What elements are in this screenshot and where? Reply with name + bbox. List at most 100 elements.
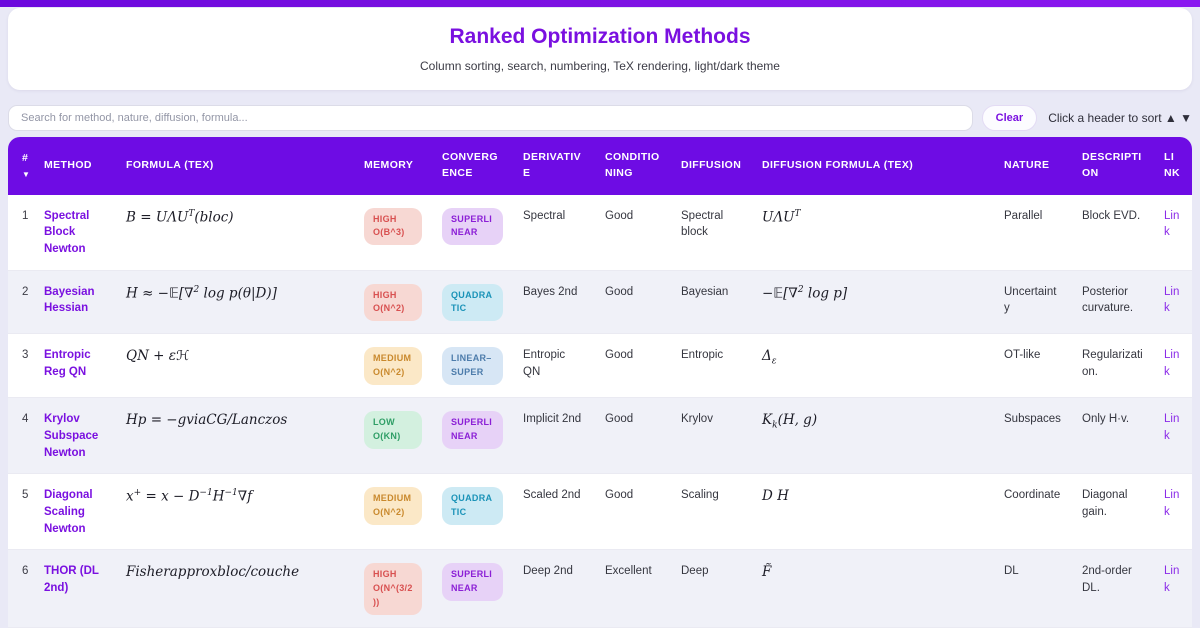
cell-description: Block EVD. <box>1072 194 1154 271</box>
cell-nature: OT-like <box>994 333 1072 399</box>
cell-memory: LOW O(KN) <box>354 397 432 475</box>
cell-memory: HIGH O(B^3) <box>354 194 432 271</box>
cell-formula: Hp = −gviaCG/Lanczos <box>116 397 354 475</box>
cell-conditioning: Good <box>595 194 671 271</box>
cell-method: Krylov Subspace Newton <box>34 397 116 475</box>
cell-link: Link <box>1154 397 1192 475</box>
memory-badge: HIGH O(N^2) <box>364 283 422 322</box>
table-row: 1 Spectral Block Newton B = UΛUT(bloc) HIGH… <box>8 194 1192 271</box>
cell-link: Link <box>1154 270 1192 335</box>
cell-method: Spectral Block Newton <box>34 194 116 271</box>
cell-num: 6 <box>8 549 34 628</box>
col-header-formula[interactable]: FORMULA (TEX) <box>116 137 354 195</box>
page-subtitle: Column sorting, search, numbering, TeX r… <box>420 59 780 73</box>
cell-conditioning: Good <box>595 397 671 475</box>
cell-link: Link <box>1154 194 1192 271</box>
row-link[interactable]: Link <box>1164 413 1180 442</box>
col-header-diffusion-formula[interactable]: DIFFUSION FORMULA (TEX) <box>752 137 994 195</box>
cell-memory: HIGH O(N^2) <box>354 270 432 335</box>
convergence-badge: SUPERLINEAR <box>442 411 503 450</box>
memory-badge: MEDIUM O(N^2) <box>364 487 422 526</box>
cell-memory: MEDIUM O(N^2) <box>354 473 432 551</box>
cell-memory: MEDIUM O(N^2) <box>354 333 432 399</box>
cell-description: Only H·v. <box>1072 397 1154 475</box>
method-link[interactable]: Spectral Block Newton <box>44 209 90 255</box>
row-link[interactable]: Link <box>1164 285 1180 315</box>
cell-nature: DL <box>994 549 1072 628</box>
cell-memory: HIGH O(N^(3/2)) <box>354 549 432 628</box>
cell-method: Entropic Reg QN <box>34 333 116 399</box>
cell-derivative: Scaled 2nd <box>513 473 595 551</box>
cell-convergence: QUADRATIC <box>432 473 513 551</box>
top-accent-bar <box>0 0 1200 7</box>
sort-hint: Click a header to sort ▲ ▼ <box>1048 111 1192 125</box>
cell-link: Link <box>1154 549 1192 628</box>
cell-convergence: SUPERLINEAR <box>432 549 513 628</box>
cell-convergence: LINEAR–SUPER <box>432 333 513 399</box>
cell-num: 1 <box>8 194 34 271</box>
hash-label: # <box>22 151 29 164</box>
cell-conditioning: Excellent <box>595 549 671 628</box>
cell-link: Link <box>1154 473 1192 551</box>
method-link[interactable]: Krylov Subspace Newton <box>44 413 99 459</box>
method-link[interactable]: THOR (DL 2nd) <box>44 565 99 594</box>
memory-badge: HIGH O(B^3) <box>364 207 422 246</box>
row-link[interactable]: Link <box>1164 489 1180 518</box>
cell-convergence: SUPERLINEAR <box>432 397 513 475</box>
cell-derivative: Implicit 2nd <box>513 397 595 475</box>
cell-formula: Fisherapproxbloc/couche <box>116 549 354 628</box>
cell-derivative: Bayes 2nd <box>513 270 595 335</box>
cell-conditioning: Good <box>595 473 671 551</box>
col-header-memory[interactable]: MEMORY <box>354 137 432 195</box>
col-header-derivative[interactable]: DERIVATIVE <box>513 137 595 195</box>
col-header-method[interactable]: METHOD <box>34 137 116 195</box>
row-link[interactable]: Link <box>1164 349 1180 379</box>
cell-derivative: Spectral <box>513 194 595 271</box>
table-row: 4 Krylov Subspace Newton Hp = −gviaCG/Lanc… <box>8 397 1192 475</box>
table-header-row: # ▼ METHOD FORMULA (TEX) MEMORY CONVERGENCE DE… <box>8 137 1192 195</box>
method-link[interactable]: Bayesian Hessian <box>44 285 95 315</box>
col-header-description[interactable]: DESCRIPTION <box>1072 137 1154 195</box>
cell-derivative: Entropic QN <box>513 333 595 399</box>
cell-description: Regularization. <box>1072 333 1154 399</box>
col-header-diffusion[interactable]: DIFFUSION <box>671 137 752 195</box>
cell-diffusion-formula: Δε <box>752 333 994 399</box>
method-link[interactable]: Entropic Reg QN <box>44 349 91 379</box>
cell-formula: QN + εℋ <box>116 333 354 399</box>
method-link[interactable]: Diagonal Scaling Newton <box>44 489 93 535</box>
cell-diffusion: Krylov <box>671 397 752 475</box>
cell-nature: Uncertainty <box>994 270 1072 335</box>
cell-diffusion: Entropic <box>671 333 752 399</box>
col-header-link[interactable]: LINK <box>1154 137 1192 195</box>
col-header-convergence[interactable]: CONVERGENCE <box>432 137 513 195</box>
cell-method: Diagonal Scaling Newton <box>34 473 116 551</box>
row-link[interactable]: Link <box>1164 209 1180 239</box>
convergence-badge: QUADRATIC <box>442 283 503 322</box>
clear-button[interactable]: Clear <box>981 105 1038 131</box>
page-title: Ranked Optimization Methods <box>449 25 751 48</box>
cell-num: 3 <box>8 333 34 399</box>
search-input[interactable] <box>8 105 973 131</box>
cell-diffusion-formula: UΛUT <box>752 194 994 271</box>
cell-diffusion: Scaling <box>671 473 752 551</box>
row-link[interactable]: Link <box>1164 565 1180 594</box>
cell-nature: Parallel <box>994 194 1072 271</box>
cell-diffusion-formula: D H <box>752 473 994 551</box>
cell-formula: x+ = x − D−1H−1∇f <box>116 473 354 551</box>
cell-diffusion: Bayesian <box>671 270 752 335</box>
cell-description: 2nd-order DL. <box>1072 549 1154 628</box>
methods-table: # ▼ METHOD FORMULA (TEX) MEMORY CONVERGENCE DE… <box>8 137 1192 628</box>
table-row: 6 THOR (DL 2nd) Fisherapproxbloc/couche HIG… <box>8 549 1192 628</box>
cell-conditioning: Good <box>595 270 671 335</box>
cell-diffusion-formula: Kk(H, g) <box>752 397 994 475</box>
col-header-num[interactable]: # ▼ <box>8 137 34 195</box>
cell-convergence: SUPERLINEAR <box>432 194 513 271</box>
convergence-badge: QUADRATIC <box>442 487 503 526</box>
cell-num: 4 <box>8 397 34 475</box>
cell-nature: Subspaces <box>994 397 1072 475</box>
memory-badge: MEDIUM O(N^2) <box>364 347 422 386</box>
col-header-conditioning[interactable]: CONDITIONING <box>595 137 671 195</box>
cell-diffusion-formula: −𝔼[∇2 log p] <box>752 270 994 335</box>
col-header-nature[interactable]: NATURE <box>994 137 1072 195</box>
cell-description: Posterior curvature. <box>1072 270 1154 335</box>
